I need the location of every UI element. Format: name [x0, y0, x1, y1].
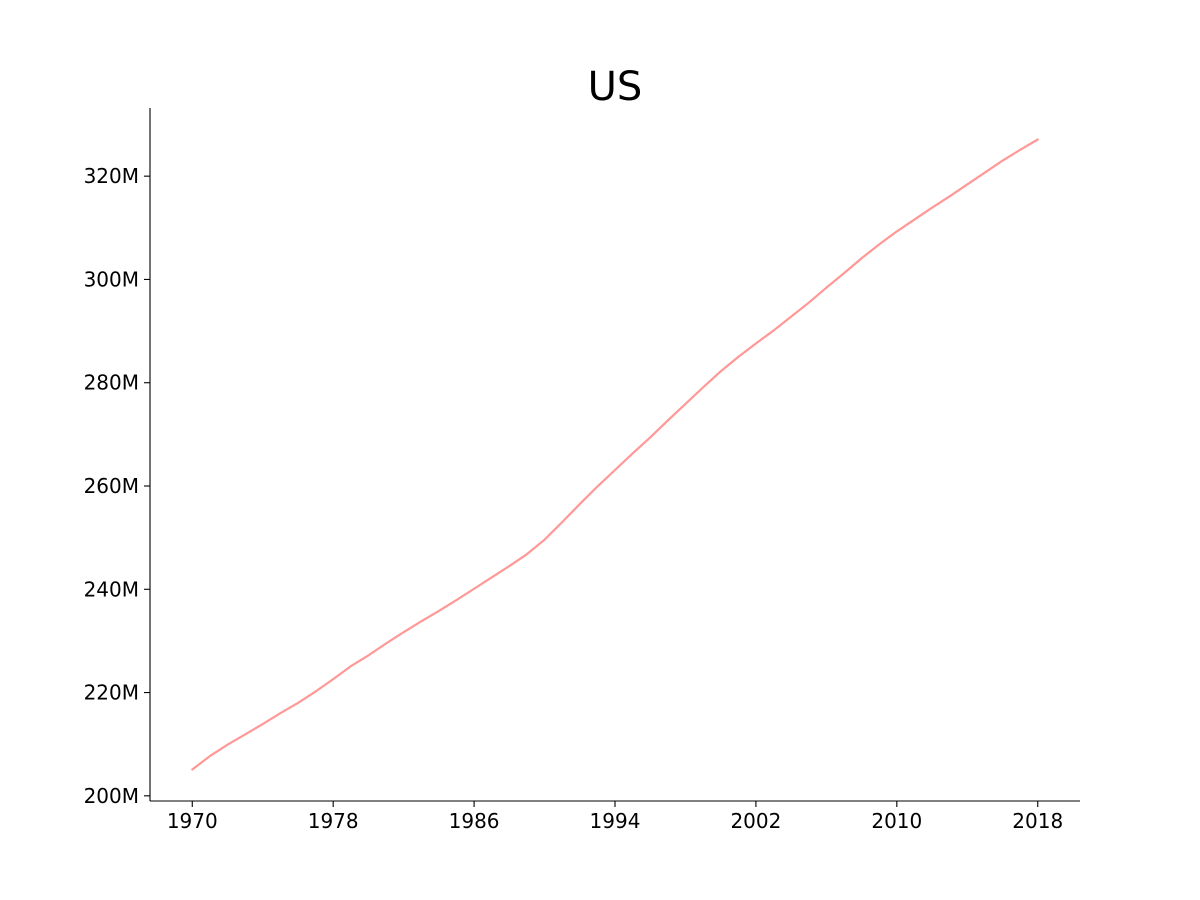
- x-tick-label: 2018: [1012, 809, 1063, 833]
- y-tick-label: 280M: [84, 371, 139, 395]
- chart-title: US: [588, 64, 643, 110]
- y-tick-label: 240M: [84, 577, 139, 601]
- y-tick-label: 200M: [84, 784, 139, 808]
- axes: [149, 108, 1080, 802]
- tick-marks: [144, 175, 1039, 807]
- y-tick-label: 320M: [84, 164, 139, 188]
- x-tick-label: 1970: [167, 809, 218, 833]
- y-tick-label: 220M: [84, 681, 139, 705]
- series-layer: [191, 138, 1039, 771]
- x-tick-label: 1978: [308, 809, 359, 833]
- tick-labels: 1970 1978 1986 1994 2002 2010 2018 200M 220M 240M…: [84, 164, 1064, 833]
- x-tick-label: 1986: [449, 809, 500, 833]
- series-line: [191, 138, 1039, 771]
- x-tick-label: 2002: [730, 809, 781, 833]
- x-tick-label: 2010: [871, 809, 922, 833]
- x-tick-label: 1994: [590, 809, 641, 833]
- y-tick-label: 300M: [84, 267, 139, 291]
- y-tick-label: 260M: [84, 474, 139, 498]
